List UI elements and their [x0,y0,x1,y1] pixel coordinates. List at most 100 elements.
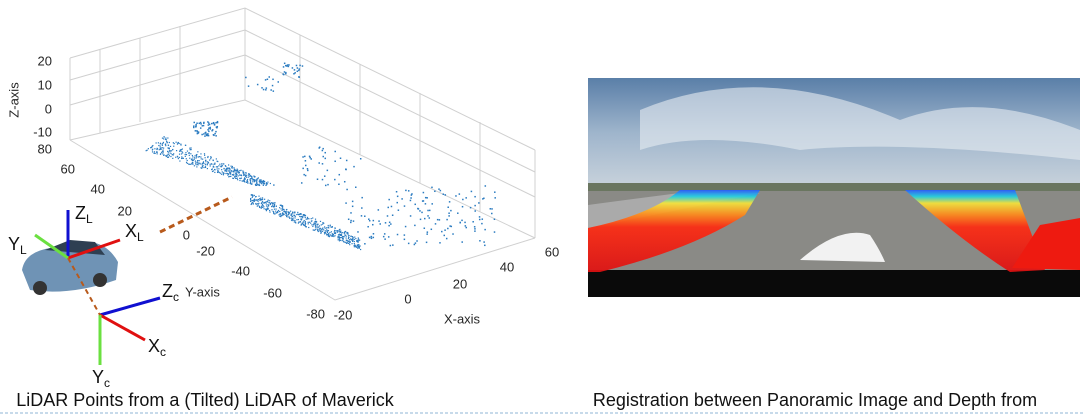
point [308,218,309,219]
point [178,158,179,159]
point [192,162,193,163]
point [198,131,200,133]
point [483,241,485,243]
point [388,225,390,227]
point [229,176,230,177]
point [251,203,252,204]
point [162,153,163,154]
point [340,240,341,241]
point [256,180,257,181]
point [195,124,197,126]
point [278,81,280,83]
point [253,202,254,203]
point [479,219,481,221]
point [333,236,334,237]
point [166,139,167,140]
point [296,65,298,67]
point [319,225,320,226]
point [195,162,196,163]
point [264,199,265,200]
point [203,167,204,168]
point [170,146,171,147]
point [321,230,322,231]
point [408,243,410,245]
point [301,219,302,220]
point [189,155,190,156]
point [424,227,426,229]
point [172,154,173,155]
point [465,225,467,227]
point [225,165,226,166]
point [388,199,390,201]
x-tick-label: 0 [404,291,411,306]
point [294,212,295,213]
point [250,183,251,184]
point [248,173,249,174]
point [325,228,326,229]
point [148,148,149,149]
point [327,184,329,186]
point [210,164,211,165]
point [262,182,263,183]
point [209,159,210,160]
y-tick-label: -40 [231,263,250,278]
point [160,153,161,154]
point [474,196,476,198]
point [290,215,291,216]
point [200,123,202,125]
point [343,241,344,242]
point [200,163,201,164]
point [284,63,286,65]
point [246,177,247,178]
point [261,87,263,89]
point [215,122,217,124]
point [308,222,309,223]
frame-label: XL [125,221,144,244]
point [275,211,276,212]
point [180,149,181,150]
point [210,128,212,130]
point [298,222,299,223]
point [221,174,222,175]
point [286,214,287,215]
point [305,222,306,223]
point [359,248,360,249]
point [288,66,290,68]
point [348,235,349,236]
point [257,205,258,206]
point [208,131,210,133]
point [239,170,240,171]
point [306,226,307,227]
point [234,169,235,170]
point [255,184,256,185]
point [173,146,174,147]
point [401,198,403,200]
point [248,175,249,176]
point [315,224,316,225]
point [239,178,240,179]
point [204,153,205,154]
point [292,212,293,213]
point [202,165,203,166]
point [231,171,232,172]
x-tick-label: 20 [453,276,467,291]
point [205,166,206,167]
point [278,210,279,211]
point [247,179,248,180]
point [259,184,260,185]
point [344,181,346,183]
point [147,150,148,151]
point [177,156,178,157]
point [201,158,202,159]
point [171,150,172,151]
point [237,178,238,179]
point [390,245,392,247]
point [190,164,191,165]
point [418,208,420,210]
point [207,135,209,137]
point [159,149,160,150]
point [221,169,222,170]
point [339,239,340,240]
point [341,233,342,234]
point [204,135,206,137]
